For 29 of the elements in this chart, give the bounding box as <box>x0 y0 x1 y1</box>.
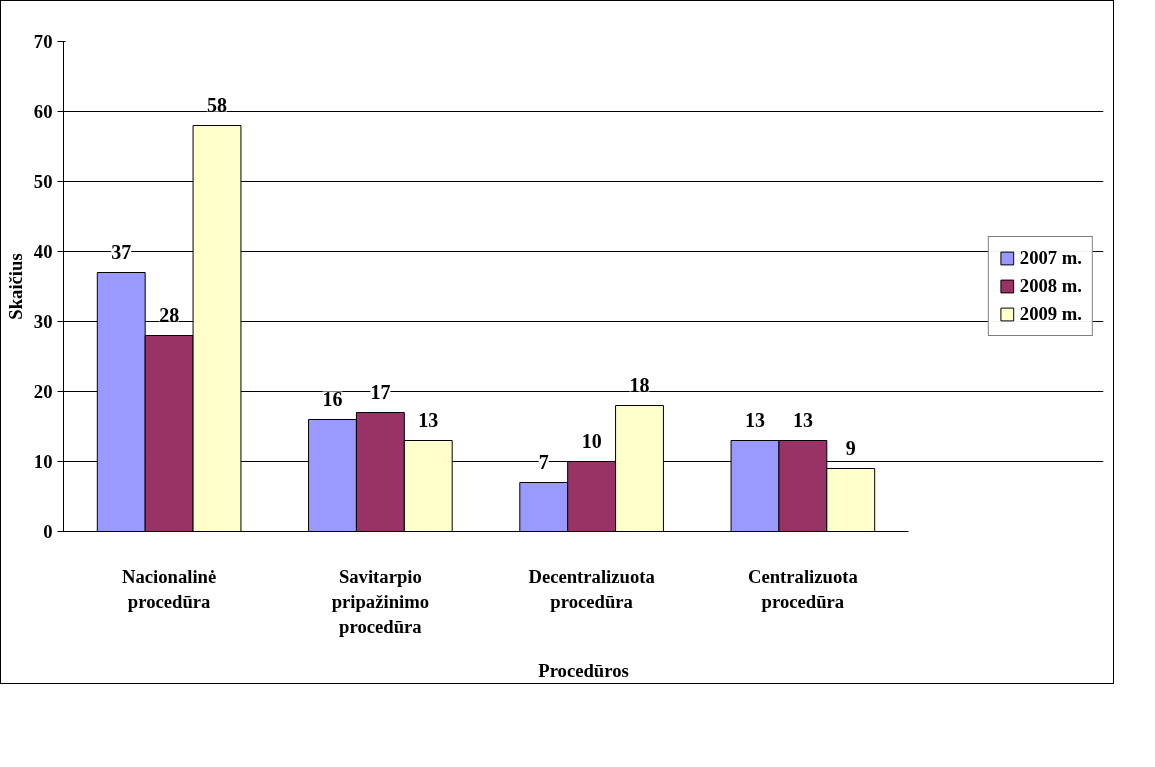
y-tick-label: 30 <box>33 311 53 332</box>
data-label: 16 <box>322 387 343 410</box>
data-label: 7 <box>538 450 549 473</box>
x-tick-label: Savitarpio pripažinimo procedūra <box>331 565 430 637</box>
data-label: 13 <box>418 408 439 431</box>
x-tick-label: Decentralizuota procedūra <box>528 565 656 612</box>
data-label: 13 <box>792 408 813 431</box>
data-label: 10 <box>581 429 602 452</box>
y-axis-title: Skaičius <box>4 253 26 320</box>
y-tick-label: 0 <box>43 521 53 542</box>
y-tick-label: 50 <box>33 171 53 192</box>
data-label: 18 <box>629 373 650 396</box>
data-label: 28 <box>159 303 180 326</box>
data-label: 37 <box>111 240 132 263</box>
data-label: 9 <box>845 436 856 459</box>
y-tick-label: 20 <box>33 381 53 402</box>
y-tick-label: 40 <box>33 241 53 262</box>
y-tick-label: 60 <box>33 101 53 122</box>
data-label: 58 <box>207 93 228 116</box>
data-label: 13 <box>744 408 765 431</box>
x-tick-label: Nacionalinė procedūra <box>121 565 217 612</box>
legend-label: 2009 m. <box>1019 303 1082 325</box>
y-tick-label: 70 <box>33 31 53 52</box>
y-tick-label: 10 <box>33 451 53 472</box>
data-label: 17 <box>370 380 391 403</box>
legend-label: 2007 m. <box>1019 247 1082 269</box>
legend-label: 2008 m. <box>1019 275 1082 297</box>
x-axis-title: Procedūros <box>538 659 629 681</box>
x-tick-label: Centralizuota procedūra <box>747 565 859 612</box>
